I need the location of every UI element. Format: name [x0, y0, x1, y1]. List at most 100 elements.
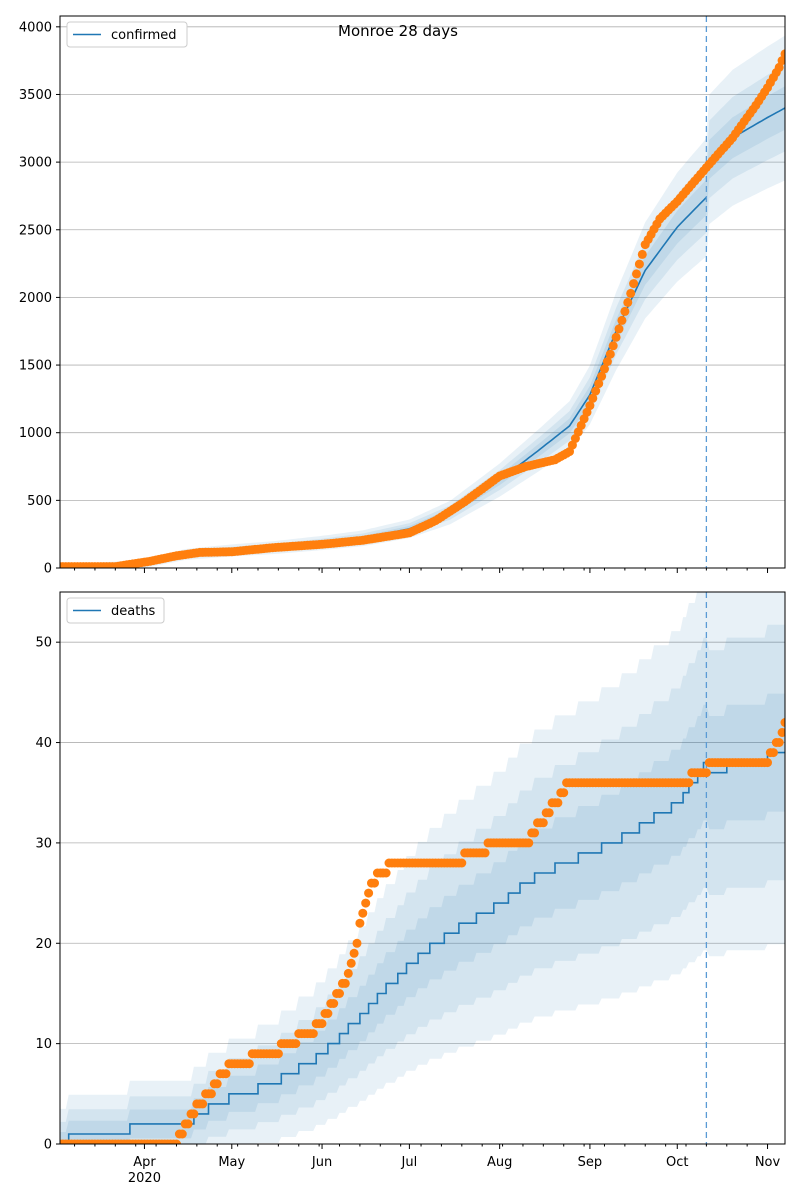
observed-point	[591, 386, 601, 396]
y-tick-label: 40	[35, 736, 52, 751]
y-tick-label: 0	[44, 562, 52, 577]
legend-box	[66, 21, 188, 48]
legend: confirmed	[66, 21, 188, 48]
observed-point	[370, 878, 379, 888]
observed-point	[588, 393, 598, 403]
y-tick-label: 2500	[19, 223, 52, 238]
y-tick-label: 10	[35, 1037, 52, 1052]
x-tick-label: May	[218, 1155, 245, 1170]
uncertainty-band	[60, 693, 785, 1144]
observed-point	[349, 948, 359, 958]
y-tick-label: 2000	[19, 291, 52, 306]
observed-point	[329, 999, 339, 1008]
observed-point	[355, 918, 365, 928]
figure-title: Monroe 28 days	[338, 22, 458, 40]
x-tick-label: Jun	[311, 1155, 332, 1170]
observed-point	[600, 364, 609, 374]
observed-point	[364, 888, 374, 898]
uncertainty-band	[60, 624, 785, 1144]
observed-point	[614, 324, 624, 334]
observed-point	[594, 379, 604, 389]
x-tick-label: Sep	[578, 1155, 603, 1170]
observed-point	[585, 401, 595, 411]
observed-point	[637, 249, 647, 259]
observed-point	[768, 748, 778, 758]
y-tick-label: 1500	[19, 359, 52, 374]
y-tick-label: 3500	[19, 88, 52, 103]
y-tick-label: 3000	[19, 156, 52, 171]
observed-point	[629, 279, 639, 289]
observed-point	[632, 269, 641, 279]
observed-point	[626, 288, 636, 298]
observed-point	[701, 768, 711, 778]
observed-point	[480, 848, 490, 858]
uncertainty-band	[60, 35, 785, 568]
observed-point	[206, 1089, 216, 1099]
x-tick-label: Oct	[666, 1155, 688, 1170]
observed-point	[524, 838, 534, 848]
observed-point	[602, 357, 612, 367]
observed-point	[183, 1119, 193, 1129]
uncertainty-band	[60, 592, 785, 1144]
observed-point	[530, 828, 540, 838]
x-tick-label: Nov	[755, 1155, 781, 1170]
y-tick-label: 50	[35, 636, 52, 651]
top-panel: 0 500 1000 1500 2000 2500 3000 3500 4000 confirme…	[19, 15, 786, 577]
x-year-label: 2020	[128, 1171, 161, 1186]
observed-point	[634, 259, 644, 269]
observed-point	[343, 968, 353, 978]
observed-point	[774, 62, 784, 72]
uncertainty-band	[60, 64, 785, 568]
observed-point	[361, 898, 371, 908]
observed-point	[323, 1009, 333, 1018]
observed-point	[617, 315, 627, 325]
observed-point	[340, 978, 350, 988]
observed-point	[611, 332, 621, 342]
observed-point	[605, 349, 615, 359]
observed-point	[780, 49, 785, 59]
y-tick-label: 1000	[19, 426, 52, 441]
observed-point	[774, 738, 784, 747]
y-tick-label: 4000	[19, 20, 52, 35]
observed-point	[538, 818, 548, 828]
observed-point	[544, 808, 554, 818]
x-tick-label: Aug	[487, 1155, 512, 1170]
bottom-panel: 0 10 20 30 40 50 Apr May Jun Jul Aug Sep Oct Nov 2020 d…	[35, 591, 786, 1186]
observed-point	[273, 1049, 283, 1059]
axes-frame	[59, 591, 786, 1145]
y-tick-label: 20	[35, 937, 52, 952]
observed-point	[244, 1059, 254, 1069]
observed-point	[608, 341, 618, 351]
observed-point	[623, 297, 633, 307]
legend: deaths	[66, 597, 165, 624]
observed-point	[777, 728, 785, 737]
legend-label: confirmed	[111, 28, 177, 43]
x-tick-label: Jul	[401, 1155, 418, 1170]
observed-point	[597, 371, 607, 381]
observed-point	[457, 858, 467, 868]
observed-point	[212, 1079, 222, 1089]
observed-point	[763, 758, 772, 768]
observed-point	[291, 1039, 301, 1049]
y-tick-label: 500	[27, 494, 52, 509]
model-median-line	[60, 761, 707, 1144]
observed-point	[198, 1099, 208, 1109]
observed-point	[684, 778, 694, 788]
observed-point	[553, 798, 563, 808]
observed-point	[177, 1129, 187, 1139]
axes-frame	[59, 15, 786, 569]
observed-point	[346, 958, 356, 968]
observed-point	[777, 56, 785, 66]
observed-point	[335, 989, 344, 998]
legend-box	[66, 597, 165, 624]
uncertainty-band	[60, 86, 785, 568]
legend-label: deaths	[111, 604, 156, 619]
y-tick-label: 30	[35, 836, 52, 851]
observed-point	[172, 1139, 181, 1144]
observed-point	[620, 306, 630, 316]
observed-point	[317, 1019, 327, 1029]
observed-point	[308, 1029, 318, 1039]
observed-point	[559, 788, 569, 798]
observed-point	[780, 718, 785, 727]
